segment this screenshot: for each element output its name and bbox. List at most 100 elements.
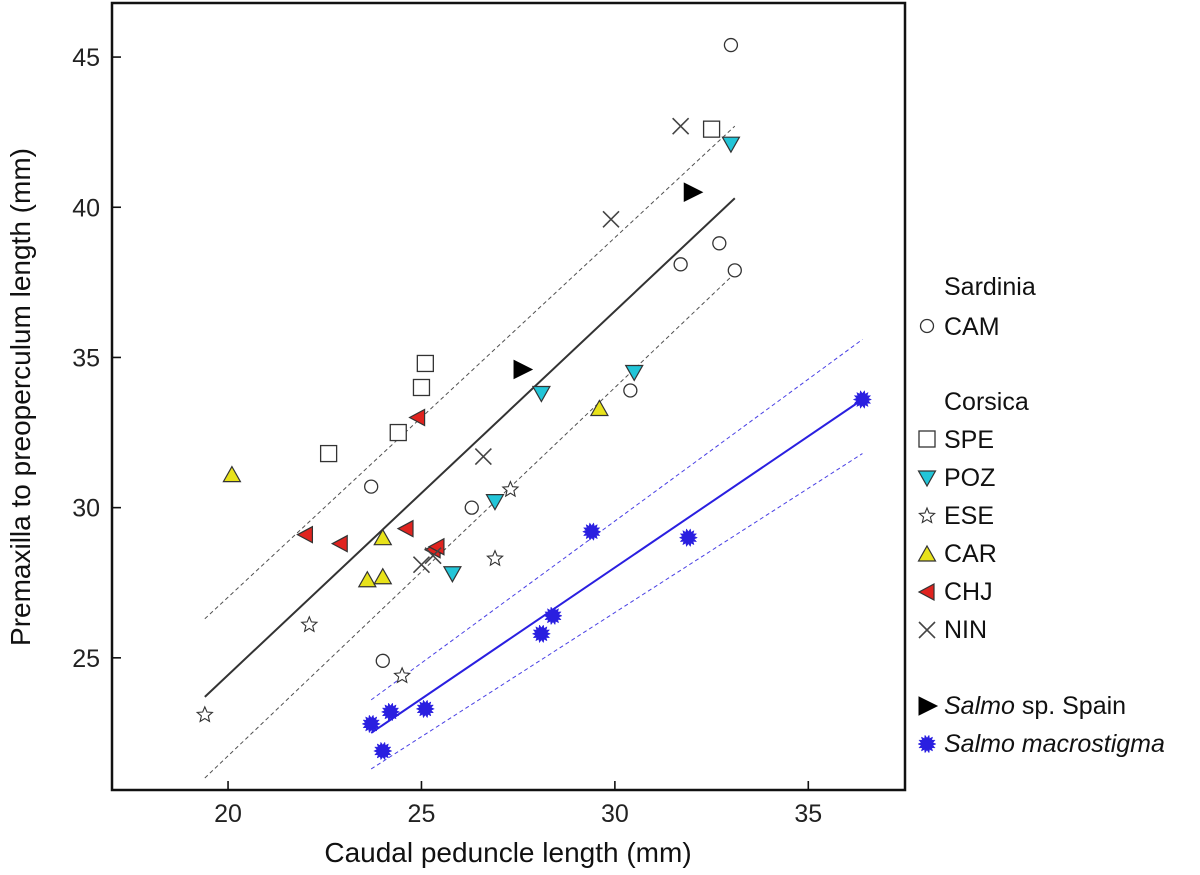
axis-ticks: 20 25 30 35 25 30 35 40 45	[72, 44, 822, 828]
regression-line-0	[204, 197, 736, 698]
legend-symbol-salmo-macrostigma	[917, 734, 937, 754]
legend-label-salmo-spain: Salmo sp. Spain	[944, 692, 1126, 720]
legend-label-car: CAR	[944, 540, 997, 568]
marker-salmo-macrostigma	[361, 714, 381, 734]
marker-cam	[464, 500, 479, 515]
y-tick-label: 45	[72, 44, 100, 72]
legend-label-poz: POZ	[944, 464, 995, 492]
legend-label-salmo-macrostigma: Salmo macrostigma	[944, 730, 1165, 758]
marker-poz	[485, 494, 505, 511]
marker-spe	[389, 423, 407, 442]
marker-nin	[602, 210, 620, 228]
legend-symbol-poz	[917, 470, 937, 488]
legend-symbol-nin	[918, 621, 936, 639]
legend-symbol-salmo-sp-spain	[918, 696, 939, 716]
legend-marker-nin	[918, 621, 936, 639]
y-tick-label: 35	[72, 344, 100, 372]
x-tick-label: 25	[408, 800, 436, 828]
marker-spe	[319, 444, 338, 463]
marker-chj	[296, 525, 314, 544]
marker-car	[222, 465, 242, 483]
marker-ese	[393, 666, 412, 684]
marker-salmo-macrostigma	[531, 624, 552, 644]
legend-label-chj: CHJ	[944, 578, 993, 606]
marker-ese	[195, 705, 214, 723]
legend-label-spe: SPE	[944, 426, 994, 454]
legend-symbol-ese	[918, 506, 936, 524]
regression-ci-upper-0	[204, 125, 736, 620]
marker-cam	[623, 383, 638, 398]
legend-symbol-car	[917, 544, 937, 562]
legend-heading-corsica: Corsica	[944, 388, 1029, 416]
legend-marker-chj	[917, 583, 935, 601]
marker-poz	[624, 364, 644, 382]
marker-cam	[727, 263, 742, 278]
marker-cam	[723, 37, 739, 53]
marker-salmo-macrostigma	[582, 522, 602, 542]
regression-ci-lower-1	[370, 453, 863, 770]
legend-label-cam: CAM	[944, 313, 1000, 341]
marker-salmo-macrostigma	[543, 606, 563, 626]
marker-salmo-macrostigma	[373, 741, 393, 761]
marker-salmo-macrostigma	[380, 702, 401, 722]
marker-poz	[531, 385, 551, 403]
x-tick-label: 20	[214, 800, 242, 828]
marker-chj	[330, 534, 348, 553]
marker-cam	[712, 236, 727, 251]
x-axis-title: Caudal peduncle length (mm)	[324, 837, 691, 868]
marker-car	[357, 570, 377, 588]
legend-heading-sardinia: Sardinia	[944, 273, 1036, 301]
y-axis-title: Premaxilla to preoperculum length (mm)	[5, 148, 36, 646]
marker-spe	[416, 354, 434, 373]
marker-chj	[427, 537, 445, 556]
marker-nin	[412, 556, 431, 574]
marker-spe	[412, 378, 431, 397]
legend-marker-salmo-spain	[918, 696, 939, 716]
marker-car	[373, 528, 393, 546]
legend-symbol-chj	[917, 583, 935, 601]
marker-cam	[375, 653, 390, 668]
legend-label-ese: ESE	[944, 502, 994, 530]
marker-chj	[396, 519, 414, 538]
y-tick-label: 25	[72, 645, 100, 673]
legend-marker-ese	[918, 506, 936, 524]
marker-poz	[721, 136, 741, 154]
legend: Sardinia CAM Corsica SPE POZ ESE CAR CHJ…	[917, 273, 1165, 758]
marker-spe	[702, 120, 721, 138]
legend-marker-poz	[917, 470, 937, 488]
regression-line-1	[370, 398, 864, 734]
marker-chj	[408, 408, 426, 427]
marker-cam	[673, 257, 688, 272]
legend-marker-salmo-macrostigma	[917, 734, 937, 754]
marker-salmo-macrostigma	[852, 390, 873, 409]
marker-cam	[364, 479, 379, 494]
x-tick-label: 35	[794, 800, 822, 828]
legend-symbol-spe	[918, 430, 936, 448]
marker-nin	[672, 117, 690, 135]
marker-car	[373, 567, 393, 585]
marker-nin	[474, 448, 492, 466]
regression-ci-lower-0	[204, 272, 736, 779]
marker-salmo-macrostigma	[678, 528, 699, 548]
marker-ese	[486, 549, 504, 567]
x-tick-label: 30	[601, 800, 629, 828]
legend-marker-spe	[918, 430, 936, 448]
marker-poz	[442, 566, 462, 583]
y-tick-label: 30	[72, 495, 100, 523]
legend-marker-cam	[919, 318, 935, 334]
marker-salmo-sp-spain	[683, 182, 704, 203]
plot-frame	[110, 1, 907, 792]
marker-ese	[300, 615, 319, 633]
regression-lines	[204, 125, 864, 779]
marker-ese	[501, 480, 520, 498]
legend-symbol-cam	[919, 318, 935, 334]
y-tick-label: 40	[72, 194, 100, 222]
regression-ci-upper-1	[370, 339, 863, 701]
data-markers	[195, 37, 873, 761]
marker-salmo-sp-spain	[513, 359, 534, 380]
marker-salmo-macrostigma	[415, 699, 435, 719]
legend-label-nin: NIN	[944, 616, 987, 644]
marker-car	[589, 399, 609, 417]
legend-marker-car	[917, 544, 937, 562]
